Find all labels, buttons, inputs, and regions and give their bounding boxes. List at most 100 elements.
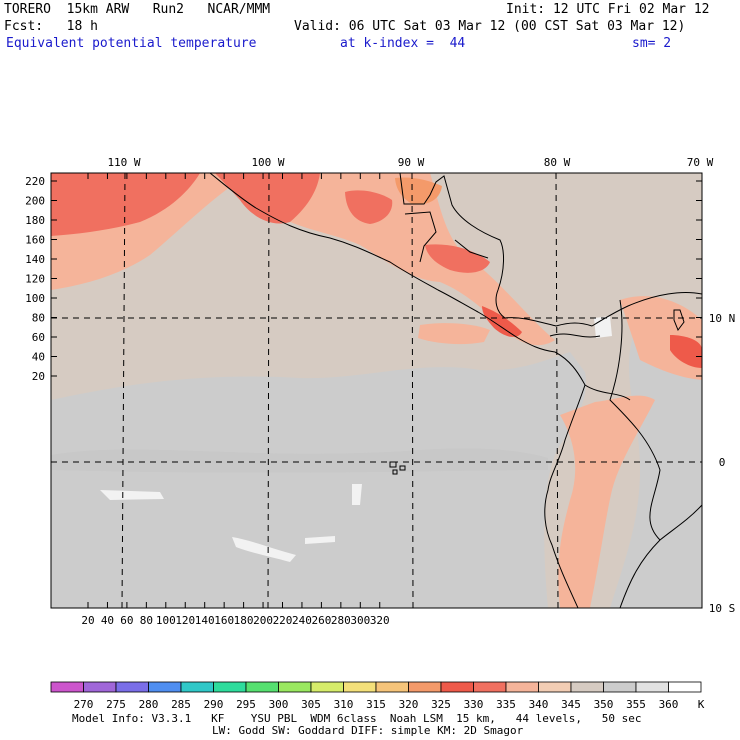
salmon-field-patch <box>418 323 490 345</box>
colorbar-swatch <box>473 681 507 693</box>
island-galapagos-3 <box>392 469 398 475</box>
colorbar-swatch <box>213 681 247 693</box>
x-tick-label: 140 <box>195 614 215 627</box>
coastline-south-america-west <box>544 351 586 608</box>
colorbar-label: 290 <box>204 698 224 711</box>
white-patch-2 <box>232 537 296 562</box>
y-tick-label: 160 <box>25 234 45 247</box>
y-tick-label: 180 <box>25 214 45 227</box>
y-tick-label: 80 <box>32 312 45 325</box>
colorbar-label: 335 <box>496 698 516 711</box>
colorbar: 270 275 280 285 290 295 300 305 310 315 320 325 330 3… <box>50 681 705 711</box>
x-tick-label: 220 <box>273 614 293 627</box>
colorbar-label: 280 <box>139 698 159 711</box>
x-tick-label: 120 <box>175 614 195 627</box>
red-field-ne <box>670 335 702 368</box>
colorbar-label: 270 <box>74 698 94 711</box>
colorbar-swatch <box>668 681 702 693</box>
colorbar-swatch <box>180 681 214 693</box>
colorbar-swatch <box>570 681 604 693</box>
island-lake <box>673 309 685 332</box>
colorbar-swatch <box>245 681 279 693</box>
longitude-label: 90 W <box>398 156 425 169</box>
header-init-time: Init: 12 UTC Fri 02 Mar 12 <box>506 2 710 17</box>
latitude-label: 10 N <box>709 312 736 325</box>
longitude-labels: 110 W 100 W 90 W 80 W 70 W <box>107 156 713 169</box>
island-galapagos-2 <box>399 465 406 471</box>
border-interior-6 <box>619 504 702 608</box>
x-tick-label: 160 <box>214 614 234 627</box>
x-tick-label: 320 <box>370 614 390 627</box>
x-tick-label: 180 <box>234 614 254 627</box>
colorbar-label: 305 <box>301 698 321 711</box>
colorbar-label: 350 <box>594 698 614 711</box>
colorbar-label: 340 <box>529 698 549 711</box>
colorbar-label: 355 <box>626 698 646 711</box>
colorbar-label: 320 <box>399 698 419 711</box>
colorbar-label: 300 <box>269 698 289 711</box>
header-valid-time: Valid: 06 UTC Sat 03 Mar 12 (00 CST Sat … <box>294 19 686 34</box>
y-tick-label: 100 <box>25 292 45 305</box>
border-interior-5 <box>584 384 631 401</box>
colorbar-swatch <box>408 681 442 693</box>
colorbar-swatch <box>538 681 572 693</box>
colorbar-unit: K <box>698 698 705 711</box>
red-field-north <box>215 173 320 224</box>
header-forecast-hour: Fcst: 18 h <box>4 19 98 34</box>
salmon-field-north <box>230 173 555 346</box>
colorbar-swatch <box>115 681 149 693</box>
white-patch-1 <box>100 490 164 500</box>
coastline-south-america-north <box>591 292 702 327</box>
latitude-labels: 10 N 0 10 S <box>709 312 736 615</box>
colorbar-label: 325 <box>431 698 451 711</box>
field-smoothing: sm= 2 <box>632 36 672 51</box>
red-field-guatemala <box>345 190 393 224</box>
red-field-costarica <box>482 306 522 337</box>
colorbar-label: 345 <box>561 698 581 711</box>
colorbar-swatch <box>50 681 84 693</box>
x-tick-label: 40 <box>101 614 114 627</box>
x-tick-label: 280 <box>331 614 351 627</box>
colorbar-swatch <box>603 681 637 693</box>
y-tick-label: 60 <box>32 331 45 344</box>
longitude-label: 80 W <box>544 156 571 169</box>
white-patch-3 <box>352 484 362 505</box>
colorbar-label: 295 <box>236 698 256 711</box>
x-tick-label: 20 <box>81 614 94 627</box>
border-interior-4 <box>549 333 601 338</box>
x-tick-label: 100 <box>156 614 176 627</box>
y-tick-label: 200 <box>25 195 45 208</box>
header-model-title: TORERO 15km ARW Run2 NCAR/MMM <box>4 2 271 17</box>
longitude-label: 70 W <box>687 156 714 169</box>
red-field-honduras <box>425 244 490 273</box>
red-field-yucatan <box>395 177 442 205</box>
y-tick-label: 20 <box>32 370 45 383</box>
x-tick-label: 240 <box>292 614 312 627</box>
field-name: Equivalent potential temperature <box>6 36 257 51</box>
coastline-mexico-central-america <box>209 173 556 353</box>
coastlines <box>209 173 702 608</box>
latitude-label: 0 <box>719 456 726 469</box>
field-level: at k-index = 44 <box>340 36 466 51</box>
border-interior-3 <box>609 299 661 541</box>
gray-field-region <box>51 352 586 608</box>
colorbar-swatch <box>278 681 312 693</box>
colorbar-label: 285 <box>171 698 191 711</box>
colorbar-label: 315 <box>366 698 386 711</box>
longitude-label: 100 W <box>251 156 284 169</box>
colorbar-swatch <box>310 681 344 693</box>
colorbar-swatch <box>440 681 474 693</box>
latitude-label: 10 S <box>709 602 736 615</box>
footer-physics-info: LW: Godd SW: Goddard DIFF: simple KM: 2D… <box>212 724 524 737</box>
y-tick-label: 40 <box>32 351 45 364</box>
x-tick-label: 200 <box>253 614 273 627</box>
coastline-caribbean <box>399 173 593 327</box>
colorbar-swatch <box>375 681 409 693</box>
longitude-label: 110 W <box>107 156 140 169</box>
graticule <box>51 172 702 609</box>
colorbar-label: 310 <box>334 698 354 711</box>
border-interior-2 <box>454 239 489 259</box>
x-tick-label: 260 <box>311 614 331 627</box>
white-patch-4 <box>305 536 335 544</box>
gray-field-strip <box>51 448 548 473</box>
